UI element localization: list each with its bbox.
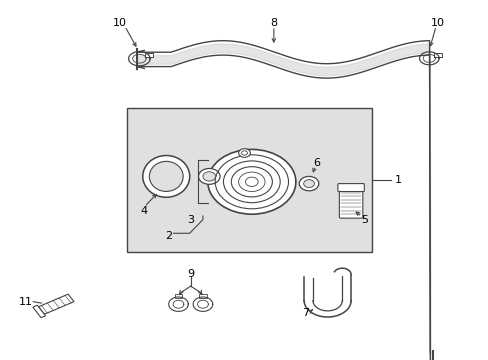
Bar (127, 108, 371, 252)
Bar (199, 294, 206, 298)
FancyBboxPatch shape (339, 189, 362, 218)
Circle shape (299, 176, 318, 191)
Text: 10: 10 (113, 18, 126, 28)
Circle shape (198, 168, 220, 184)
Circle shape (303, 180, 314, 188)
Text: 6: 6 (313, 158, 320, 168)
Circle shape (203, 172, 215, 181)
FancyBboxPatch shape (337, 184, 364, 192)
Text: 9: 9 (187, 269, 194, 279)
Text: 10: 10 (430, 18, 444, 28)
Polygon shape (33, 305, 45, 318)
Circle shape (241, 151, 247, 155)
Bar (145, 53, 153, 57)
Text: 4: 4 (141, 206, 147, 216)
Text: 5: 5 (360, 215, 367, 225)
Bar (433, 53, 441, 57)
Circle shape (238, 149, 250, 157)
Text: 2: 2 (165, 231, 172, 241)
Text: 8: 8 (270, 18, 277, 28)
Text: 11: 11 (19, 297, 32, 307)
Text: 3: 3 (187, 215, 194, 225)
Polygon shape (39, 294, 74, 314)
Text: 7: 7 (302, 308, 308, 318)
Ellipse shape (149, 161, 183, 192)
Ellipse shape (142, 156, 189, 197)
Text: 1: 1 (394, 175, 401, 185)
Circle shape (207, 149, 295, 214)
Bar (174, 294, 182, 298)
